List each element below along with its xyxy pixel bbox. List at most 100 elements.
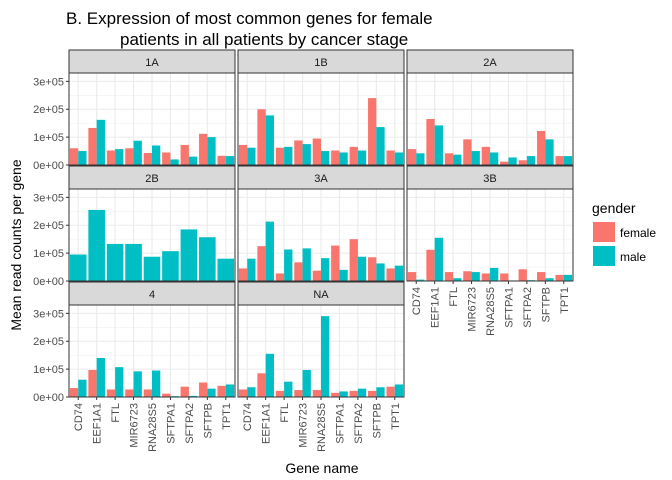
x-tick-label: CD74 <box>73 403 85 431</box>
x-tick-label: SFTPA1 <box>165 403 177 444</box>
facet-panels: 1A 0e+00 1e+05 2e+05 3e+05 1B 2A 2B 0e+00 1e+05 2e… <box>33 49 574 404</box>
bar-female <box>386 150 395 165</box>
bar-female <box>481 273 490 281</box>
x-tick-label: TPT1 <box>559 287 571 314</box>
x-tick-label: SFTPB <box>371 403 383 438</box>
panel-1B: 1B <box>237 49 405 166</box>
bar-female <box>518 269 527 281</box>
bar-female <box>518 160 527 165</box>
bar-male <box>394 265 404 281</box>
bar-female <box>143 389 152 397</box>
bar-female <box>312 270 321 281</box>
bar-female <box>537 272 546 281</box>
bar-male <box>199 237 216 281</box>
panel-2B: 2B 0e+00 1e+05 2e+05 3e+05 <box>33 165 236 288</box>
bar-male <box>321 151 330 165</box>
bar-male <box>265 115 274 165</box>
bar-female <box>69 148 79 165</box>
chart-title-line1: B. Expression of most common genes for f… <box>66 9 433 28</box>
bar-male <box>143 256 161 281</box>
bar-female <box>481 146 490 165</box>
bar-male <box>265 221 274 281</box>
bar-female <box>217 155 226 165</box>
bar-male <box>339 391 348 397</box>
facet-strip-label: NA <box>313 289 329 301</box>
bar-male <box>376 263 385 281</box>
bar-male <box>376 127 385 165</box>
bar-male <box>188 156 198 165</box>
bar-male <box>545 278 554 281</box>
bar-male <box>434 237 443 281</box>
bar-female <box>555 274 564 281</box>
bar-male <box>357 256 367 281</box>
bar-female <box>69 388 79 397</box>
bar-male <box>453 278 462 281</box>
bar-female <box>349 239 358 281</box>
bar-male <box>78 151 87 165</box>
x-tick-label: TPT1 <box>390 403 402 430</box>
bar-female <box>143 153 152 165</box>
x-tick-label: RNA28S5 <box>316 403 328 452</box>
x-tick-label: TPT1 <box>221 403 233 430</box>
bar-male <box>321 316 330 397</box>
facet-strip-label: 1B <box>314 57 327 69</box>
bar-male <box>207 137 216 165</box>
y-tick-label: 2e+05 <box>33 220 64 232</box>
x-axis-3B: CD74 EEF1A1 FTL MIR6723 RNA28S5 SFTPA1 SFTPA2 S… <box>411 281 571 336</box>
bar-male <box>284 381 293 397</box>
bar-female <box>331 150 340 165</box>
x-tick-label: EEF1A1 <box>261 403 273 444</box>
panel-border <box>68 72 236 166</box>
bar-male <box>321 258 330 281</box>
bar-female <box>331 392 340 397</box>
bar-female <box>331 245 340 281</box>
panel-3B: 3B <box>406 165 574 282</box>
bar-male <box>170 159 179 165</box>
y-tick-label: 0e+00 <box>33 276 64 288</box>
bar-female <box>555 156 564 165</box>
x-tick-label: FTL <box>279 403 291 423</box>
bar-female <box>238 268 248 281</box>
bar-female <box>257 373 266 397</box>
bar-female <box>368 98 377 165</box>
panel-NA: NA <box>237 281 405 398</box>
y-tick-label: 3e+05 <box>33 308 64 320</box>
bar-male <box>563 156 573 165</box>
bar-female <box>537 130 546 165</box>
legend-key-female <box>593 222 615 242</box>
bar-female <box>407 149 417 165</box>
bar-female <box>368 390 377 397</box>
bar-male <box>188 395 198 397</box>
bar-male <box>115 367 124 397</box>
facet-strip-label: 4 <box>149 289 155 301</box>
bar-female <box>199 133 208 165</box>
bar-male <box>526 156 536 165</box>
bar-male <box>357 150 367 165</box>
bar-male <box>376 387 385 397</box>
bar-male <box>133 140 142 165</box>
bar-female <box>238 389 248 397</box>
bar-male <box>302 248 311 281</box>
facet-strip-label: 2A <box>483 57 497 69</box>
x-axis-4: CD74 EEF1A1 FTL MIR6723 RNA28S5 SFTPA1 SFTPA2 S… <box>73 397 233 452</box>
bar-female <box>275 147 285 165</box>
bar-male <box>453 154 462 165</box>
bar-female <box>368 257 377 281</box>
legend-label-male: male <box>620 250 646 264</box>
bar-female <box>162 393 171 397</box>
facet-strip-label: 2B <box>145 173 158 185</box>
x-tick-label: SFTPA1 <box>334 403 346 444</box>
bar-male <box>125 243 142 281</box>
bar-male <box>339 152 348 165</box>
bar-male <box>96 357 105 397</box>
x-tick-label: SFTPB <box>202 403 214 438</box>
bar-female <box>386 268 395 281</box>
bar-female <box>180 144 189 165</box>
x-axis-title: Gene name <box>285 460 358 476</box>
bar-male <box>284 146 293 165</box>
bar-female <box>125 389 134 397</box>
bar-female <box>312 138 321 165</box>
bar-male <box>225 156 235 165</box>
x-tick-label: MIR6723 <box>467 287 479 332</box>
y-axis-title: Mean read counts per gene <box>8 159 24 330</box>
